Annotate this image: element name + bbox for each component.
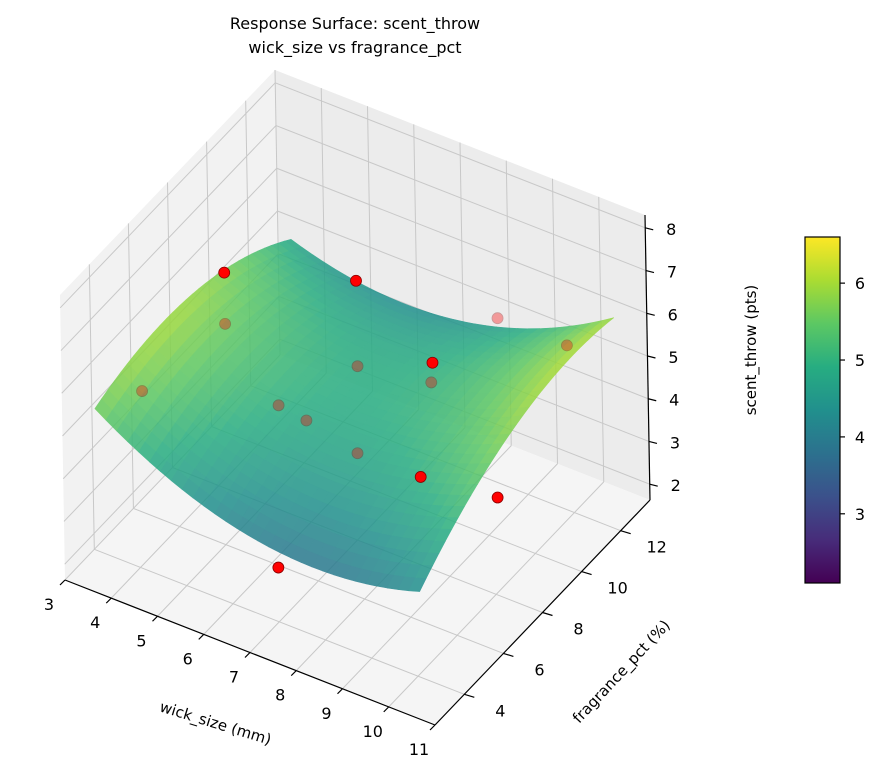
- data-point: [414, 471, 427, 483]
- gridline-y: [133, 507, 504, 654]
- z-axis-label: scent_throw (pts): [742, 285, 761, 416]
- y-tick-label: 6: [534, 660, 544, 679]
- colorbar-tick-label: 5: [855, 351, 865, 370]
- data-point: [300, 414, 313, 427]
- data-point: [491, 312, 504, 325]
- x-tick-label: 5: [136, 631, 146, 650]
- gridline-z: [60, 125, 277, 351]
- x-tick-label: 9: [321, 704, 331, 723]
- z-tick: [645, 269, 655, 274]
- x-tick: [290, 670, 297, 677]
- x-tick: [337, 688, 343, 695]
- data-point: [272, 561, 285, 574]
- data-point: [491, 491, 504, 504]
- z-tick-label: 6: [668, 305, 678, 324]
- z-tick-label: 5: [668, 348, 678, 367]
- z-tick-label: 7: [667, 263, 677, 282]
- z-tick: [646, 312, 655, 316]
- gridline-y: [88, 264, 95, 550]
- y-tick-label: 8: [573, 620, 583, 639]
- surface: [94, 239, 615, 592]
- z-tick-label: 3: [670, 433, 680, 452]
- colorbar-tick-label: 6: [855, 274, 865, 293]
- y-tick: [464, 693, 475, 698]
- data-point: [218, 266, 231, 279]
- y-tick: [503, 652, 514, 657]
- z-tick-label: 2: [671, 476, 681, 495]
- y-axis-label: fragrance_pct (%): [569, 616, 675, 727]
- data-point: [426, 356, 439, 369]
- z-tick: [649, 483, 658, 487]
- colorbar-tick-label: 3: [855, 505, 865, 524]
- colorbar-tick-label: 4: [855, 428, 865, 447]
- gridline-y: [94, 548, 465, 695]
- colorbar: [804, 236, 841, 584]
- gridline-z: [276, 167, 647, 314]
- z-tick-label: 8: [666, 220, 676, 239]
- z-tick: [648, 398, 657, 402]
- gridline-z: [275, 125, 647, 272]
- x-tick-label: 8: [275, 686, 285, 705]
- x-tick-label: 10: [363, 722, 383, 741]
- x-tick-label: 7: [229, 668, 239, 687]
- data-point: [272, 399, 285, 412]
- x-tick: [59, 579, 66, 586]
- data-point: [351, 447, 364, 460]
- gridline-x: [552, 178, 558, 464]
- x-tick-label: 6: [183, 649, 193, 668]
- z-axis-line: [644, 214, 651, 501]
- z-tick: [648, 440, 658, 445]
- x-tick: [105, 597, 112, 604]
- chart-title: Response Surface: scent_throw: [229, 14, 481, 33]
- data-point: [351, 360, 364, 373]
- chart-subtitle: wick_size vs fragrance_pct: [248, 38, 462, 57]
- x-axis-label: wick_size (mm): [157, 698, 273, 750]
- y-tick: [581, 571, 592, 576]
- x-tick-label: 3: [44, 595, 54, 614]
- y-tick-label: 12: [647, 538, 667, 557]
- data-point: [219, 317, 231, 330]
- x-tick: [429, 724, 436, 731]
- x-tick: [383, 706, 390, 713]
- z-tick: [645, 227, 654, 231]
- gridline-z: [275, 82, 646, 229]
- z-tick: [647, 355, 656, 359]
- y-tick-label: 4: [495, 701, 505, 720]
- data-point: [425, 376, 438, 389]
- gridline-x: [598, 196, 605, 482]
- z-tick-label: 4: [669, 391, 679, 410]
- surface-patch: [408, 577, 427, 592]
- x-tick: [198, 633, 205, 640]
- y-tick: [620, 530, 631, 535]
- data-point: [136, 385, 148, 397]
- x-tick: [244, 652, 251, 658]
- x-tick-label: 11: [409, 740, 429, 759]
- gridline-z: [59, 82, 276, 309]
- gridline-z: [61, 167, 278, 394]
- data-point: [561, 339, 573, 352]
- data-point: [350, 274, 362, 287]
- y-tick-label: 10: [607, 579, 627, 598]
- x-tick: [152, 615, 158, 622]
- x-tick-label: 4: [90, 613, 100, 632]
- y-tick: [542, 611, 553, 617]
